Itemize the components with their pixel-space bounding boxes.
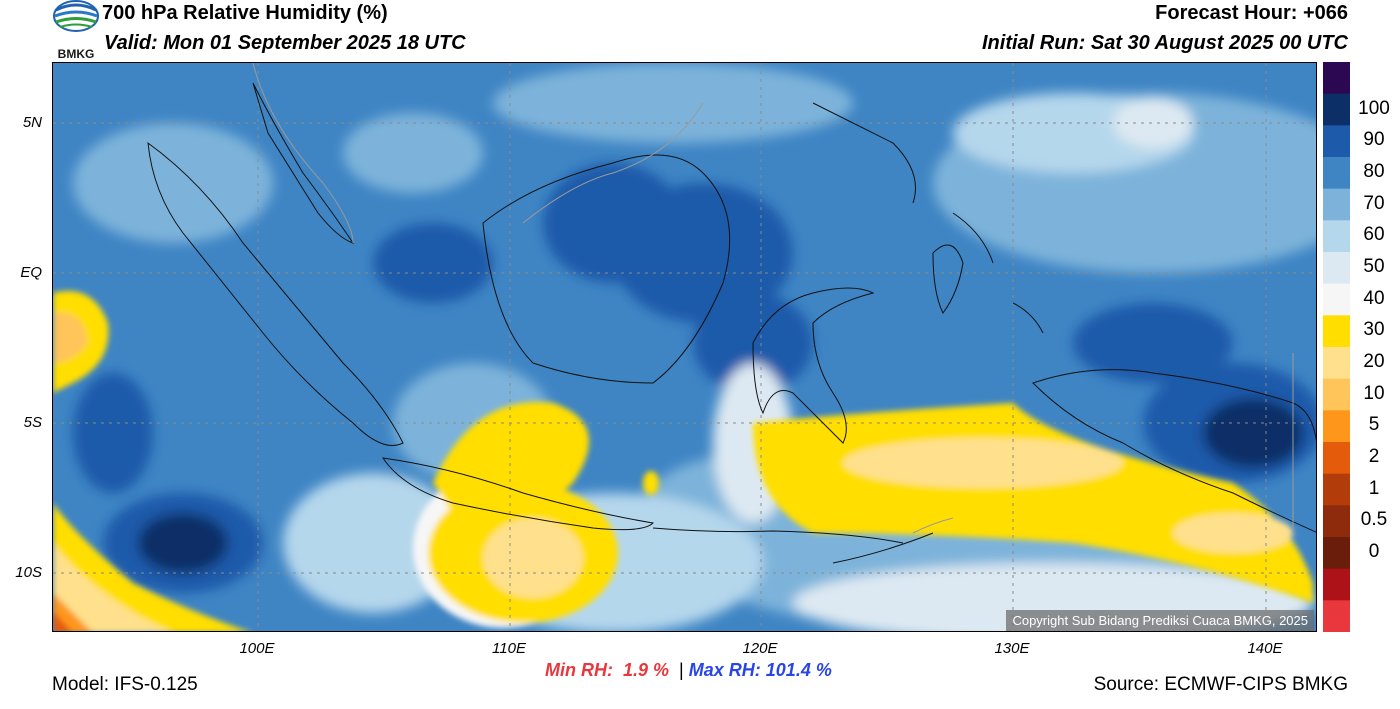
bmkg-logo: BMKG bbox=[52, 0, 100, 62]
lon-label-100e: 100E bbox=[239, 640, 275, 657]
colorbar-label: 50 bbox=[1363, 255, 1385, 277]
colorbar-label: 0 bbox=[1368, 540, 1380, 562]
min-rh-value: 1.9 % bbox=[623, 660, 670, 680]
lat-label-5n: 5N bbox=[22, 114, 42, 131]
initial-run: Initial Run: Sat 30 August 2025 00 UTC bbox=[981, 32, 1348, 54]
valid-time: Valid: Mon 01 September 2025 18 UTC bbox=[104, 32, 466, 54]
rh-stats: Min RH: 1.9 % | Max RH: 101.4 % bbox=[545, 660, 832, 681]
model-label: Model: IFS-0.125 bbox=[52, 674, 198, 695]
source-label: Source: ECMWF-CIPS BMKG bbox=[1093, 674, 1348, 695]
colorbar-label: 2 bbox=[1368, 445, 1380, 467]
copyright-note: Copyright Sub Bidang Prediksi Cuaca BMKG… bbox=[1006, 610, 1314, 631]
svg-text:BMKG: BMKG bbox=[58, 47, 95, 61]
colorbar-swatch bbox=[1323, 378, 1350, 411]
max-rh-label: Max RH: bbox=[688, 660, 761, 680]
lat-label-eq: EQ bbox=[20, 264, 42, 281]
colorbar-swatch bbox=[1323, 537, 1350, 570]
colorbar-swatch bbox=[1323, 442, 1350, 475]
colorbar-label: 5 bbox=[1368, 414, 1380, 436]
colorbar-label: 100 bbox=[1358, 97, 1390, 119]
colorbar-label: 10 bbox=[1363, 382, 1385, 404]
min-rh-label: Min RH: bbox=[545, 660, 613, 680]
colorbar-label: 40 bbox=[1363, 287, 1385, 309]
humidity-map bbox=[52, 62, 1317, 632]
map-title: 700 hPa Relative Humidity (%) bbox=[102, 2, 388, 24]
colorbar-swatch bbox=[1323, 157, 1350, 190]
colorbar bbox=[1323, 62, 1350, 633]
colorbar-swatch bbox=[1323, 62, 1350, 95]
max-rh-value: 101.4 % bbox=[765, 660, 832, 680]
colorbar-swatches bbox=[1323, 62, 1350, 633]
colorbar-label: 30 bbox=[1363, 319, 1385, 341]
lat-label-5s: 5S bbox=[23, 414, 42, 431]
forecast-hour: Forecast Hour: +066 bbox=[1155, 2, 1348, 24]
rh-separator: | bbox=[679, 660, 684, 680]
lon-label-130e: 130E bbox=[994, 640, 1030, 657]
humidity-field bbox=[53, 63, 1316, 631]
colorbar-label: 80 bbox=[1363, 160, 1385, 182]
colorbar-swatch bbox=[1323, 568, 1350, 601]
colorbar-label: 1 bbox=[1368, 477, 1380, 499]
lon-label-140e: 140E bbox=[1247, 640, 1283, 657]
colorbar-swatch bbox=[1323, 220, 1350, 253]
colorbar-swatch bbox=[1323, 93, 1350, 126]
colorbar-label: 0.5 bbox=[1360, 509, 1388, 531]
lon-label-110e: 110E bbox=[492, 640, 526, 657]
colorbar-swatch bbox=[1323, 473, 1350, 506]
colorbar-label: 90 bbox=[1363, 129, 1385, 151]
colorbar-label: 70 bbox=[1363, 192, 1385, 214]
colorbar-swatch bbox=[1323, 600, 1350, 633]
colorbar-swatch bbox=[1323, 347, 1350, 380]
colorbar-swatch bbox=[1323, 188, 1350, 221]
colorbar-label: 60 bbox=[1363, 224, 1385, 246]
colorbar-label: 20 bbox=[1363, 350, 1385, 372]
colorbar-swatch bbox=[1323, 410, 1350, 443]
lon-label-120e: 120E bbox=[742, 640, 778, 657]
colorbar-swatch bbox=[1323, 125, 1350, 158]
lat-label-10s: 10S bbox=[15, 564, 42, 581]
colorbar-swatch bbox=[1323, 283, 1350, 316]
colorbar-swatch bbox=[1323, 505, 1350, 538]
colorbar-swatch bbox=[1323, 252, 1350, 285]
colorbar-swatch bbox=[1323, 315, 1350, 348]
